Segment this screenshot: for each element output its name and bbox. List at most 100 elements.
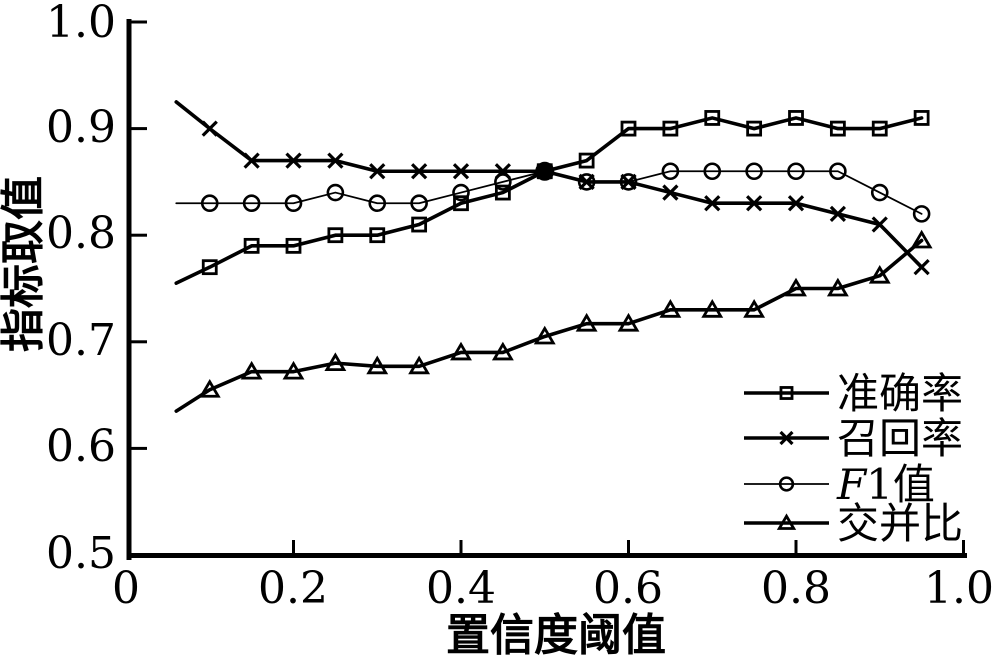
triangle-marker — [868, 264, 891, 284]
x-tick-label-0.4: 0.4 — [426, 563, 496, 614]
x-marker — [779, 430, 794, 446]
square-marker — [913, 110, 930, 126]
circle-marker — [619, 173, 638, 191]
square-marker — [578, 152, 595, 169]
x-marker — [913, 259, 930, 276]
triangle-marker — [910, 229, 933, 249]
circle-marker — [661, 162, 680, 181]
triangle-marker — [491, 341, 514, 361]
circle-marker — [778, 476, 795, 492]
series-召回率 — [174, 100, 930, 276]
square-marker — [871, 120, 888, 137]
square-marker — [746, 120, 763, 137]
circle-marker — [326, 183, 345, 202]
triangle-marker — [408, 355, 431, 375]
square-marker — [243, 237, 260, 254]
x-marker — [201, 120, 218, 137]
triangle-marker — [575, 312, 598, 332]
circle-marker — [787, 162, 805, 181]
legend-samples — [744, 386, 829, 530]
x-marker — [452, 163, 470, 180]
x-marker — [662, 184, 679, 201]
triangle-marker — [743, 299, 766, 318]
circle-marker — [200, 194, 219, 213]
triangle-marker — [450, 341, 472, 361]
circle-marker — [745, 162, 763, 181]
x-marker — [787, 195, 805, 212]
triangle-marker — [198, 379, 221, 398]
square-marker — [411, 216, 428, 233]
x-marker — [829, 205, 847, 223]
x-marker — [285, 152, 302, 169]
square-marker — [369, 227, 386, 244]
triangle-marker — [324, 352, 347, 372]
triangle-marker — [240, 360, 263, 380]
circle-marker — [284, 194, 303, 213]
x-axis-title: 置信度阈值 — [446, 610, 666, 661]
circle-marker — [242, 194, 261, 213]
x-marker — [243, 152, 260, 169]
square-marker — [494, 184, 511, 201]
triangle-marker — [785, 277, 807, 297]
x-tick-label-0.2: 0.2 — [258, 563, 328, 614]
y-tick-label-0.5: 0.5 — [46, 528, 116, 579]
y-axis-title: 指标取值 — [0, 176, 49, 352]
triangle-marker — [776, 513, 797, 530]
circle-marker — [912, 205, 931, 223]
x-tick-label-1.0: 1.0 — [924, 563, 994, 614]
triangle-marker — [533, 325, 556, 345]
circle-marker — [829, 162, 847, 181]
triangle-marker — [659, 299, 682, 318]
square-marker — [453, 195, 469, 212]
y-tick-label-0.7: 0.7 — [46, 315, 116, 366]
legend-label-accuracy: 准确率 — [837, 369, 963, 418]
x-marker — [704, 195, 721, 212]
x-marker — [410, 163, 428, 180]
triangle-marker — [826, 277, 849, 297]
circle-marker — [410, 194, 428, 213]
square-marker — [829, 120, 846, 137]
square-marker — [662, 120, 679, 137]
series-line-交并比 — [174, 238, 924, 413]
legend-label-f1: F1值 — [836, 460, 935, 509]
x-marker — [871, 216, 888, 233]
x-marker — [369, 163, 386, 180]
y-tick-label-1.0: 1.0 — [46, 0, 116, 48]
overlap-dot — [535, 161, 555, 181]
y-tick-label-0.9: 0.9 — [46, 102, 116, 153]
circle-marker — [452, 183, 470, 202]
triangle-marker — [701, 299, 724, 318]
circle-marker — [577, 173, 596, 191]
circle-marker — [870, 183, 889, 202]
circle-marker — [494, 173, 512, 191]
square-marker — [620, 120, 637, 137]
series-交并比 — [174, 229, 933, 413]
square-marker — [779, 386, 794, 400]
square-marker — [327, 227, 344, 244]
square-marker — [201, 259, 218, 276]
square-marker — [788, 110, 804, 126]
triangle-marker — [617, 312, 640, 332]
circle-marker — [703, 162, 722, 181]
triangle-marker — [366, 355, 389, 375]
x-tick-label-0.6: 0.6 — [593, 563, 663, 614]
series-layer — [174, 100, 933, 413]
series-line-准确率 — [174, 116, 924, 285]
legend-label-recall: 召回率 — [837, 414, 963, 463]
triangle-marker — [282, 360, 305, 380]
square-marker — [285, 237, 302, 254]
x-tick-label-0.8: 0.8 — [761, 563, 831, 614]
legend-label-f1-rest: 1值 — [866, 460, 935, 509]
y-tick-labels: 1.0 0.9 0.8 0.7 0.6 0.5 — [46, 0, 116, 579]
square-marker — [704, 110, 721, 126]
legend-label-iou: 交并比 — [837, 499, 963, 548]
y-tick-label-0.8: 0.8 — [46, 208, 116, 259]
x-tick-label-0: 0 — [112, 563, 140, 614]
ticks-layer — [131, 20, 965, 554]
x-tick-labels: 0 0.2 0.4 0.6 0.8 1.0 — [112, 563, 994, 614]
y-tick-label-0.6: 0.6 — [46, 421, 116, 472]
x-marker — [745, 195, 763, 212]
circle-marker — [368, 194, 387, 213]
